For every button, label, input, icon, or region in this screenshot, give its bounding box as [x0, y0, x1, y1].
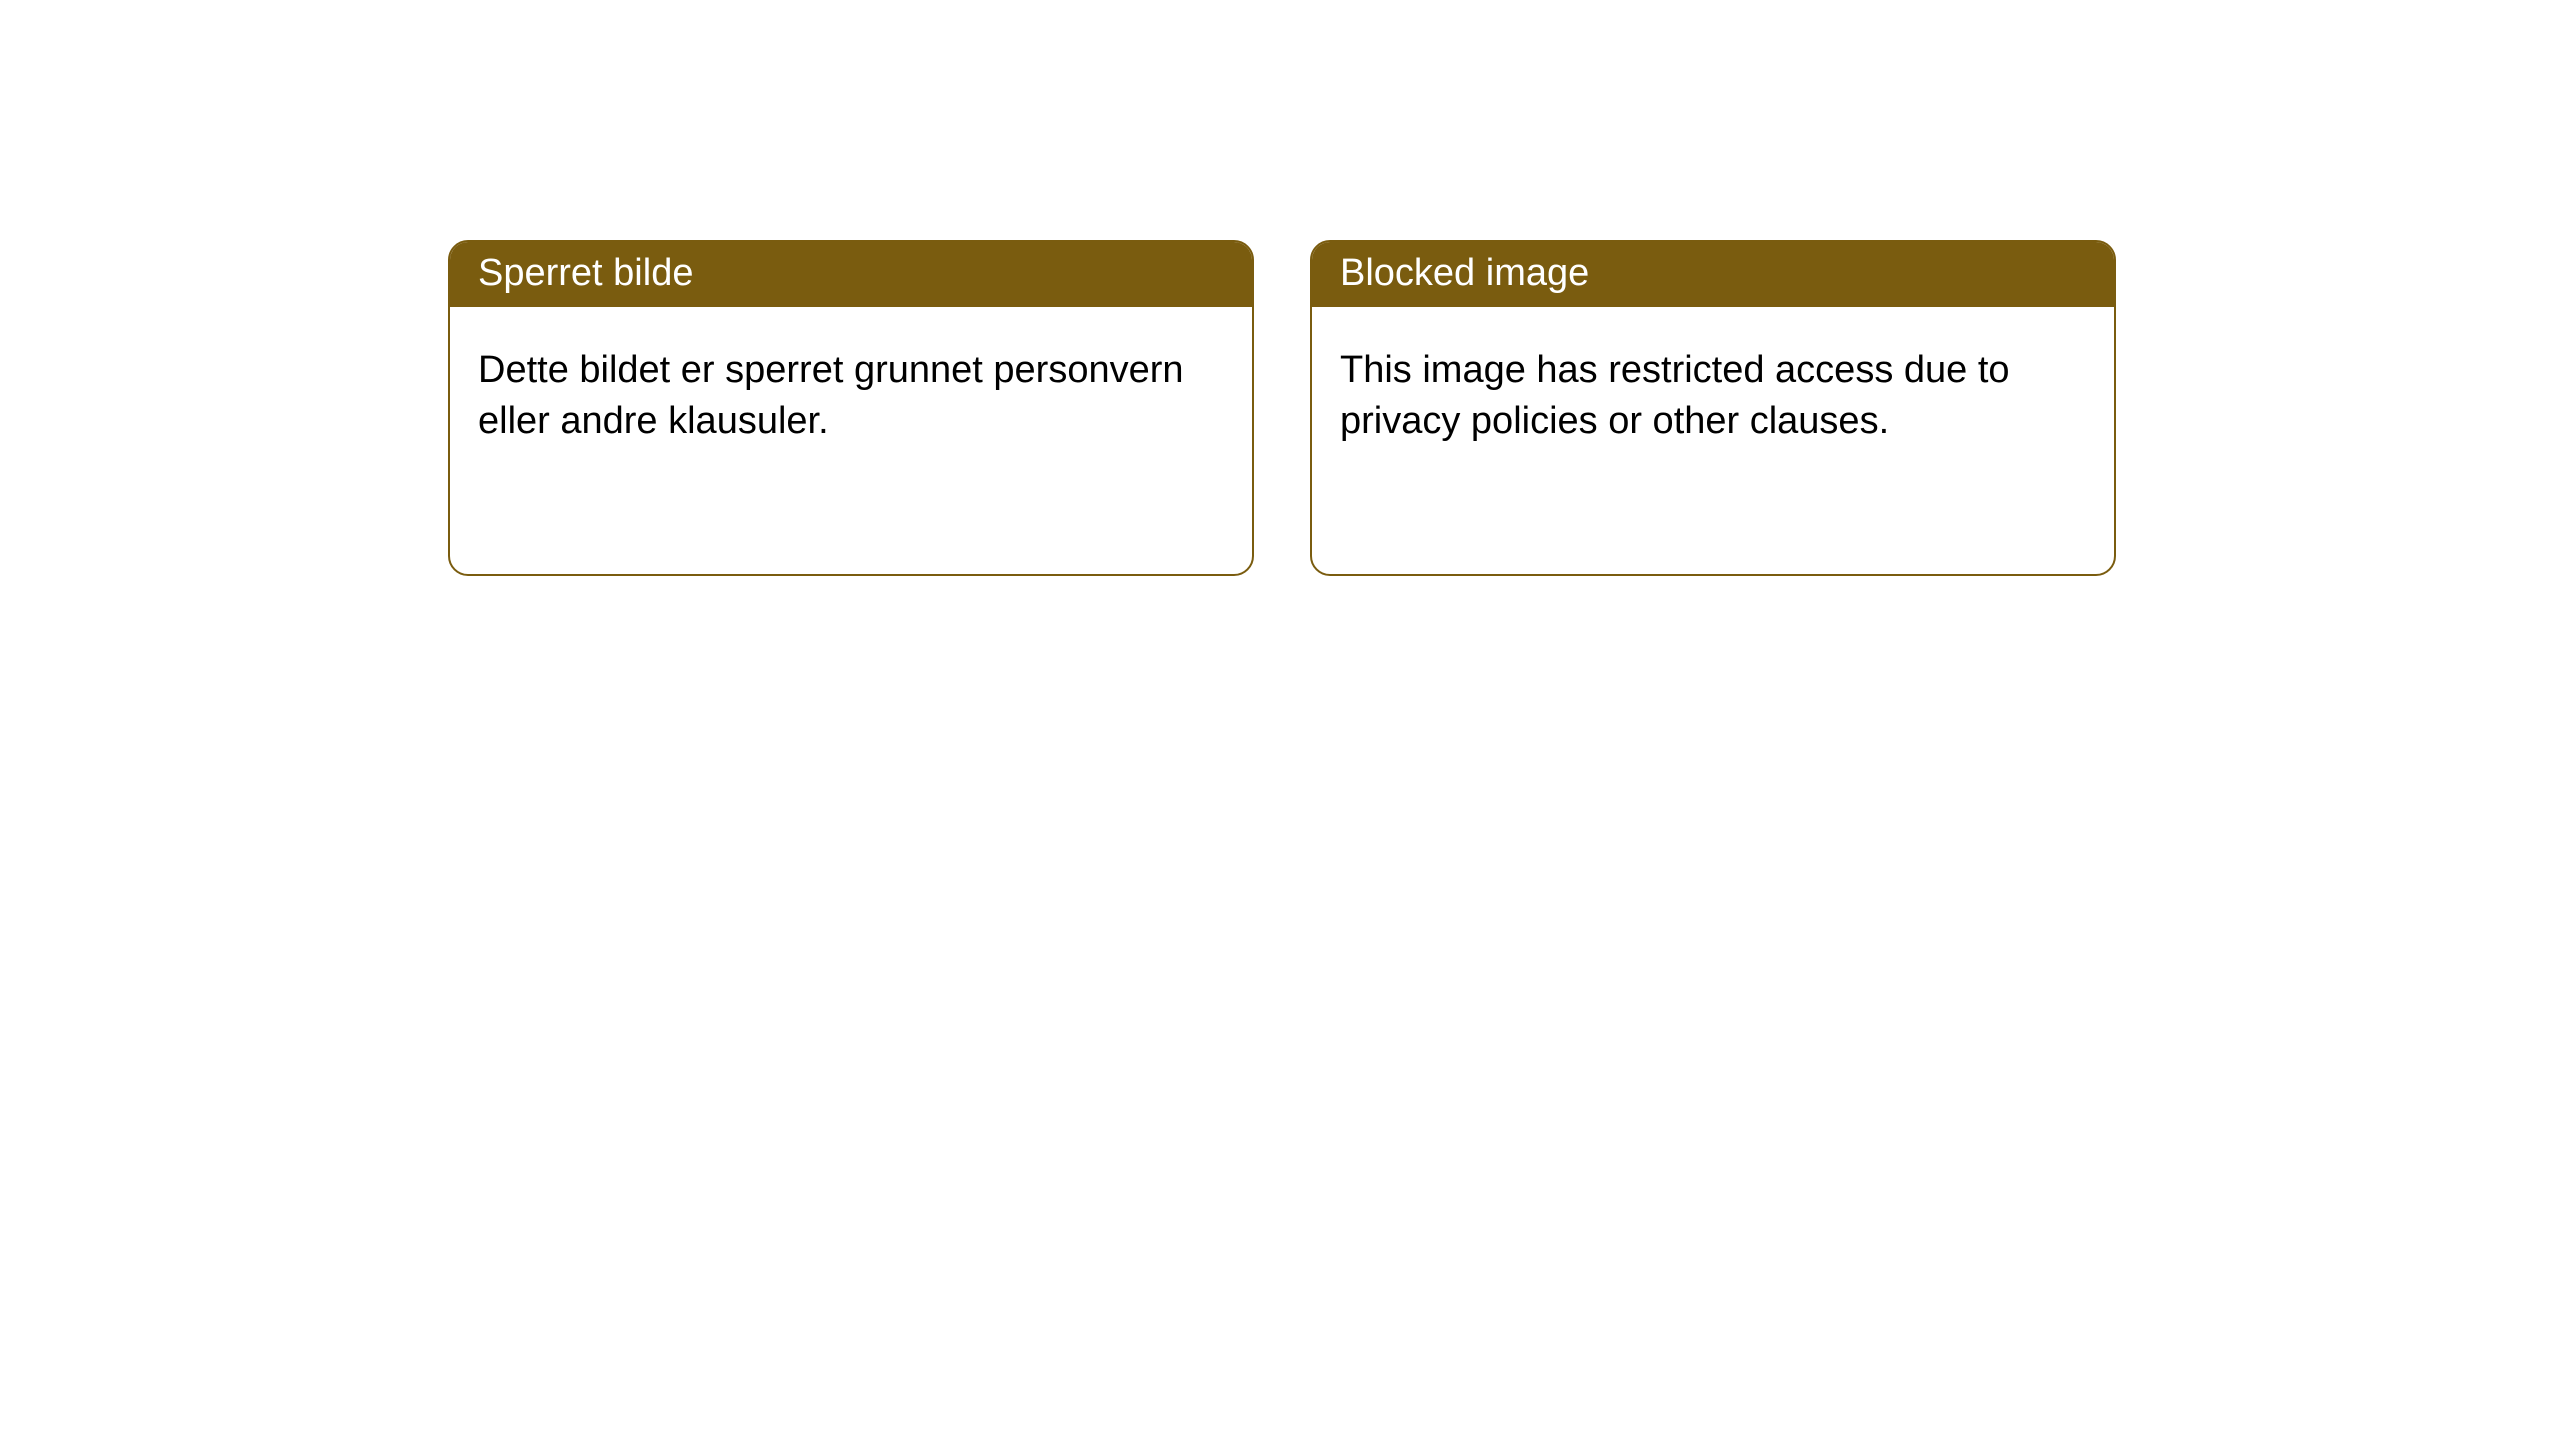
notice-title: Blocked image	[1312, 242, 2114, 307]
notice-body: Dette bildet er sperret grunnet personve…	[450, 307, 1252, 486]
notice-card-norwegian: Sperret bilde Dette bildet er sperret gr…	[448, 240, 1254, 576]
notice-title: Sperret bilde	[450, 242, 1252, 307]
notice-card-english: Blocked image This image has restricted …	[1310, 240, 2116, 576]
notice-container: Sperret bilde Dette bildet er sperret gr…	[0, 0, 2560, 576]
notice-body: This image has restricted access due to …	[1312, 307, 2114, 486]
